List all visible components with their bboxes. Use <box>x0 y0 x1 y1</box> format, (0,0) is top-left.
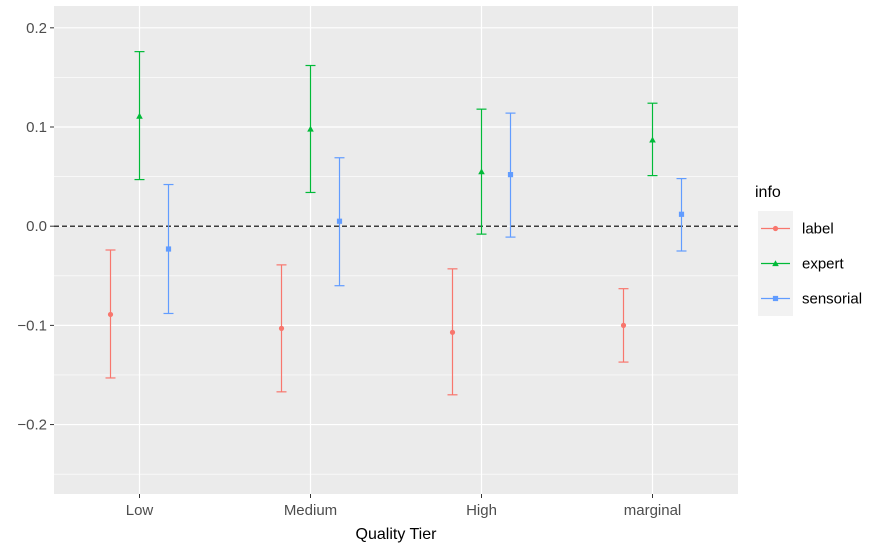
plot-panel <box>54 6 738 494</box>
point-sensorial <box>165 246 172 252</box>
x-tick-label: marginal <box>624 502 682 519</box>
y-tick-label: 0.0 <box>26 218 47 235</box>
point-label <box>278 325 285 331</box>
y-tick-label: 0.2 <box>26 20 47 37</box>
legend-key-marker <box>772 225 779 232</box>
point-expert <box>136 112 143 119</box>
x-tick-label: Low <box>126 502 154 519</box>
legend-key-marker <box>772 295 779 302</box>
point-expert <box>307 125 314 132</box>
point-label <box>107 311 114 318</box>
legend-item-sensorial: sensorial <box>758 281 862 316</box>
point-label <box>620 322 627 328</box>
series-sensorial <box>163 112 687 315</box>
x-axis: Low Medium High marginal <box>126 494 682 519</box>
legend-key-marker <box>772 260 779 267</box>
y-tick-label: −0.1 <box>17 317 47 334</box>
point-label <box>449 329 456 335</box>
point-sensorial <box>507 172 514 178</box>
legend-item-label: label <box>758 211 834 246</box>
legend-label-expert: expert <box>802 256 845 273</box>
legend-label-sensorial: sensorial <box>802 291 862 308</box>
legend-item-expert: expert <box>758 246 845 281</box>
point-expert <box>478 168 485 175</box>
data-marks <box>105 51 687 396</box>
legend-title: info <box>755 184 781 201</box>
x-tick-label: High <box>466 502 497 519</box>
x-axis-title: Quality Tier <box>356 526 438 543</box>
point-expert <box>649 136 656 143</box>
series-label <box>105 249 629 396</box>
y-tick-label: −0.2 <box>17 417 47 434</box>
y-axis: −0.2 −0.1 0.0 0.1 0.2 <box>17 20 54 434</box>
y-tick-label: 0.1 <box>26 119 47 136</box>
point-sensorial <box>336 218 343 224</box>
series-expert <box>134 51 658 235</box>
legend: info label expert sensorial <box>755 184 862 316</box>
x-tick-label: Medium <box>284 502 337 519</box>
legend-label-label: label <box>802 221 834 238</box>
point-sensorial <box>678 211 685 217</box>
